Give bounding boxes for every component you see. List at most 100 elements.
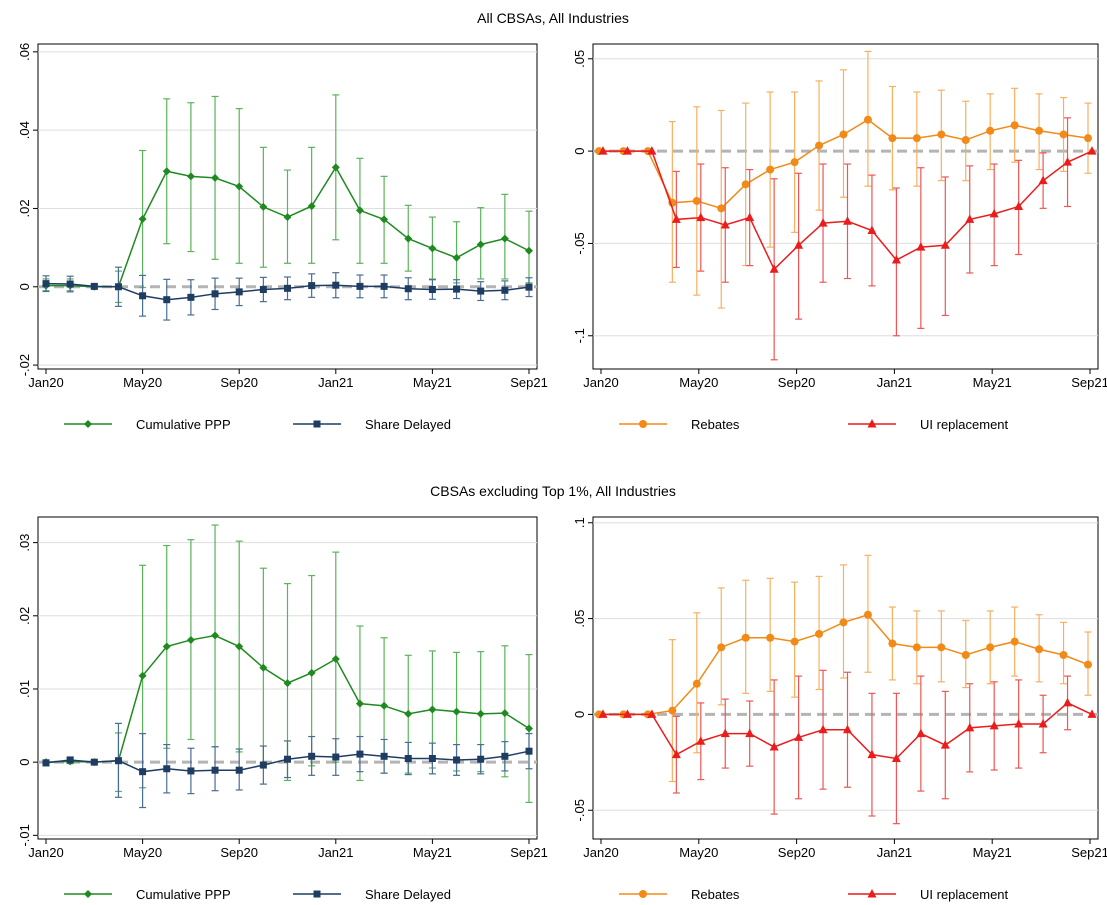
data-point: [622, 146, 632, 155]
chart-panel-4: -.05 0 .05 .1 Jan20 May20 Sep20 Jan21 May21 Sep21…: [572, 516, 1107, 902]
data-point: [916, 242, 926, 251]
data-point: [452, 707, 461, 716]
chart-panel-2: -.1 -.05 0 .05 Jan20 May20 Sep20 Jan21 May21 Sep2…: [572, 43, 1107, 432]
data-point: [867, 225, 877, 235]
data-point: [622, 709, 632, 718]
data-point: [355, 699, 364, 708]
data-point: [187, 767, 195, 775]
series-ui-replacement: [598, 669, 1097, 825]
data-point: [647, 146, 657, 155]
x-tick-label: Sep21: [510, 375, 548, 390]
legend-item: UI replacement: [848, 417, 1009, 432]
data-point: [940, 240, 950, 249]
x-tick-label: Jan21: [877, 375, 912, 390]
data-point: [66, 280, 74, 288]
y-tick-label: .1: [572, 517, 587, 528]
data-point: [598, 709, 608, 718]
data-point: [1010, 637, 1019, 646]
legend: Rebates UI replacement: [619, 887, 1009, 902]
data-point: [965, 214, 975, 223]
data-point: [888, 134, 897, 143]
panel-title-bottom: CBSAs excluding Top 1%, All Industries: [430, 483, 676, 499]
data-point: [139, 768, 147, 776]
data-point: [235, 182, 244, 191]
legend-item: Rebates: [619, 887, 740, 902]
data-point: [745, 728, 755, 738]
legend-label: Share Delayed: [365, 417, 451, 432]
legend-label: Share Delayed: [365, 887, 451, 902]
data-point: [428, 705, 437, 714]
legend: Cumulative PPP Share Delayed: [64, 887, 451, 902]
data-point: [1014, 719, 1024, 728]
legend-marker: [84, 420, 92, 428]
chart-panel-3: -.01 0 .01 .02 .03 Jan20 May20 Sep20 Jan21 May21 S…: [17, 516, 548, 902]
data-point: [211, 290, 219, 298]
data-point: [647, 709, 657, 718]
y-tick-label: .02: [17, 607, 32, 625]
data-point: [815, 629, 824, 638]
data-point: [259, 286, 267, 294]
series-rebates: [595, 50, 1092, 309]
series-share-delayed: [42, 266, 533, 321]
data-point: [769, 742, 779, 751]
legend-label: Rebates: [691, 417, 740, 432]
data-point: [404, 755, 412, 762]
data-point: [138, 215, 147, 224]
data-point: [937, 130, 946, 139]
data-point: [332, 281, 340, 289]
data-point: [331, 654, 340, 663]
data-point: [90, 758, 98, 766]
data-point: [380, 282, 388, 290]
data-point: [500, 234, 509, 243]
data-point: [1087, 709, 1097, 718]
data-point: [766, 633, 775, 642]
data-point: [211, 766, 219, 774]
data-point: [692, 679, 701, 688]
data-point: [332, 753, 340, 761]
data-point: [815, 141, 824, 150]
data-point: [1038, 175, 1048, 185]
charts-group: -.02 0 .02 .04 .06 Jan20 May20 Sep20 Jan21 May21 S…: [17, 43, 1107, 902]
data-point: [211, 631, 220, 640]
y-tick-label: .04: [17, 121, 32, 139]
x-tick-label: Sep20: [220, 375, 258, 390]
data-point: [138, 671, 147, 680]
data-point: [380, 752, 388, 760]
data-point: [961, 651, 970, 659]
data-point: [380, 701, 389, 710]
legend-marker: [639, 890, 647, 898]
data-point: [90, 282, 98, 290]
data-point: [986, 126, 995, 135]
data-point: [114, 757, 122, 765]
x-tick-label: Sep20: [778, 375, 816, 390]
data-point: [818, 724, 828, 734]
data-point: [162, 167, 171, 176]
y-tick-label: -.1: [572, 328, 587, 343]
x-tick-label: May21: [973, 375, 1012, 390]
data-point: [42, 759, 50, 767]
data-point: [139, 292, 147, 300]
data-point: [692, 196, 701, 205]
data-point: [1063, 157, 1073, 166]
legend-label: Rebates: [691, 887, 740, 902]
x-tick-label: Sep20: [220, 845, 258, 860]
data-point: [331, 163, 340, 172]
data-point: [476, 240, 485, 249]
x-tick-label: May20: [679, 375, 718, 390]
data-point: [863, 115, 872, 124]
series-rebates: [595, 554, 1092, 783]
plot-frame: [592, 516, 1099, 840]
data-point: [668, 706, 677, 715]
data-point: [1010, 121, 1019, 130]
y-tick-label: -.02: [17, 354, 32, 376]
data-point: [404, 709, 413, 718]
data-point: [476, 709, 485, 718]
data-point: [186, 172, 195, 181]
data-point: [1038, 719, 1048, 728]
x-tick-label: Jan20: [28, 845, 63, 860]
data-point: [867, 749, 877, 759]
legend-marker: [84, 890, 92, 898]
data-point: [741, 633, 750, 642]
data-point: [307, 202, 316, 211]
